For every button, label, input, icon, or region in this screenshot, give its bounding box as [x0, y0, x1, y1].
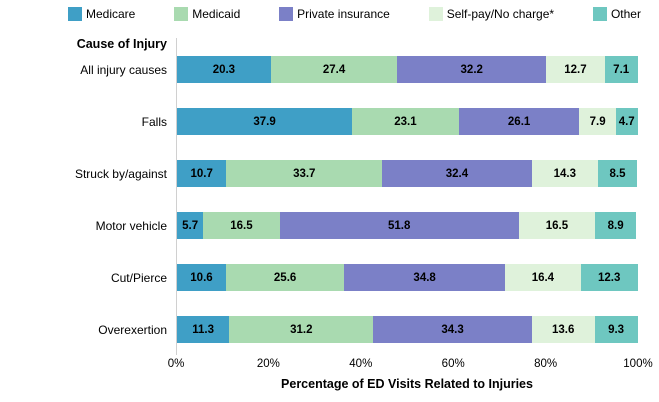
bar-track: 5.7 16.5 51.8 16.5 8.9: [177, 212, 639, 239]
legend-label: Medicare: [86, 7, 136, 21]
bar-segment-medicare: 10.7: [177, 160, 227, 187]
legend-label: Medicaid: [192, 7, 241, 21]
bar-segment-other: 8.5: [597, 160, 638, 187]
bar-segment-private-insurance: 34.8: [344, 264, 505, 291]
legend-swatch-icon: [428, 7, 443, 21]
bar-row-cut-pierce: Cut/Pierce 10.6 25.6 34.8 16.4 12.3: [0, 264, 659, 291]
legend-item-medicaid: Medicaid: [174, 7, 240, 21]
bar-track: 10.6 25.6 34.8 16.4 12.3: [177, 264, 639, 291]
bar-segment-medicare: 37.9: [177, 108, 353, 135]
bar-segment-medicaid: 31.2: [229, 316, 374, 343]
bar-segment-other: 9.3: [594, 316, 638, 343]
legend-label: Private insurance: [297, 7, 390, 21]
bar-segment-medicaid: 33.7: [226, 160, 383, 187]
legend-item-medicare: Medicare: [68, 7, 135, 21]
category-label: Struck by/against: [74, 166, 167, 181]
bar-segment-self-pay-no-charge: 14.3: [531, 160, 598, 187]
bar-track: 11.3 31.2 34.3 13.6 9.3: [177, 316, 639, 343]
bar-segment-self-pay-no-charge: 12.7: [546, 56, 605, 83]
bar-segment-medicaid: 25.6: [225, 264, 345, 291]
bar-row-all-injury-causes: All injury causes 20.3 27.4 32.2 12.7 7.1: [0, 56, 659, 83]
bar-segment-self-pay-no-charge: 13.6: [531, 316, 595, 343]
legend-item-self-pay-no-charge: Self-pay/No charge*: [428, 7, 555, 21]
bar-segment-self-pay-no-charge: 16.4: [505, 264, 581, 291]
bar-segment-private-insurance: 34.3: [373, 316, 532, 343]
bar-segment-medicaid: 27.4: [270, 56, 398, 83]
bar-track: 10.7 33.7 32.4 14.3 8.5: [177, 160, 639, 187]
x-axis-tick-label: 40%: [349, 358, 373, 370]
bar-row-motor-vehicle: Motor vehicle 5.7 16.5 51.8 16.5 8.9: [0, 212, 659, 239]
bar-segment-medicare: 10.6: [177, 264, 226, 291]
legend-item-private-insurance: Private insurance: [279, 7, 390, 21]
category-label: Motor vehicle: [95, 218, 167, 233]
bar-segment-self-pay-no-charge: 7.9: [579, 108, 616, 135]
legend-swatch-icon: [68, 7, 82, 21]
legend-swatch-icon: [279, 7, 294, 21]
y-axis-header: Cause of Injury: [76, 37, 167, 51]
x-axis-tick-label: 80%: [534, 358, 558, 370]
x-axis-title: Percentage of ED Visits Related to Injur…: [281, 377, 533, 391]
y-axis-line: [176, 38, 177, 355]
bar-segment-other: 4.7: [615, 108, 638, 135]
bar-segment-private-insurance: 26.1: [458, 108, 580, 135]
bar-segment-other: 12.3: [580, 264, 638, 291]
legend-label: Self-pay/No charge*: [446, 7, 555, 21]
bar-segment-private-insurance: 32.4: [382, 160, 532, 187]
legend-swatch-icon: [174, 7, 189, 21]
bar-segment-private-insurance: 32.2: [397, 56, 547, 83]
category-label: Falls: [141, 114, 167, 129]
legend-label: Other: [610, 7, 641, 21]
bar-segment-other: 8.9: [595, 212, 637, 239]
x-axis-tick-label: 100%: [623, 358, 653, 370]
x-axis-tick-label: 0%: [167, 358, 185, 370]
legend-item-other: Other: [592, 7, 641, 21]
legend: Medicare Medicaid Private insurance Self-pa…: [68, 7, 641, 21]
bar-segment-medicare: 20.3: [177, 56, 271, 83]
category-label: Overexertion: [98, 322, 167, 337]
x-axis-tick-label: 60%: [441, 358, 465, 370]
bar-segment-medicare: 5.7: [177, 212, 204, 239]
bar-segment-medicaid: 23.1: [352, 108, 459, 135]
x-axis-tick-label: 20%: [256, 358, 280, 370]
category-label: All injury causes: [80, 62, 167, 77]
category-label: Cut/Pierce: [110, 270, 167, 285]
bar-track: 20.3 27.4 32.2 12.7 7.1: [177, 56, 639, 83]
bar-row-struck-by-against: Struck by/against 10.7 33.7 32.4 14.3 8.5: [0, 160, 659, 187]
bar-row-overexertion: Overexertion 11.3 31.2 34.3 13.6 9.3: [0, 316, 659, 343]
bar-segment-private-insurance: 51.8: [279, 212, 519, 239]
bar-segment-medicaid: 16.5: [203, 212, 280, 239]
bar-segment-other: 7.1: [604, 56, 638, 83]
bar-segment-medicare: 11.3: [177, 316, 230, 343]
bar-row-falls: Falls 37.9 23.1 26.1 7.9 4.7: [0, 108, 659, 135]
bar-segment-self-pay-no-charge: 16.5: [518, 212, 596, 239]
bar-track: 37.9 23.1 26.1 7.9 4.7: [177, 108, 639, 135]
legend-swatch-icon: [592, 7, 607, 21]
